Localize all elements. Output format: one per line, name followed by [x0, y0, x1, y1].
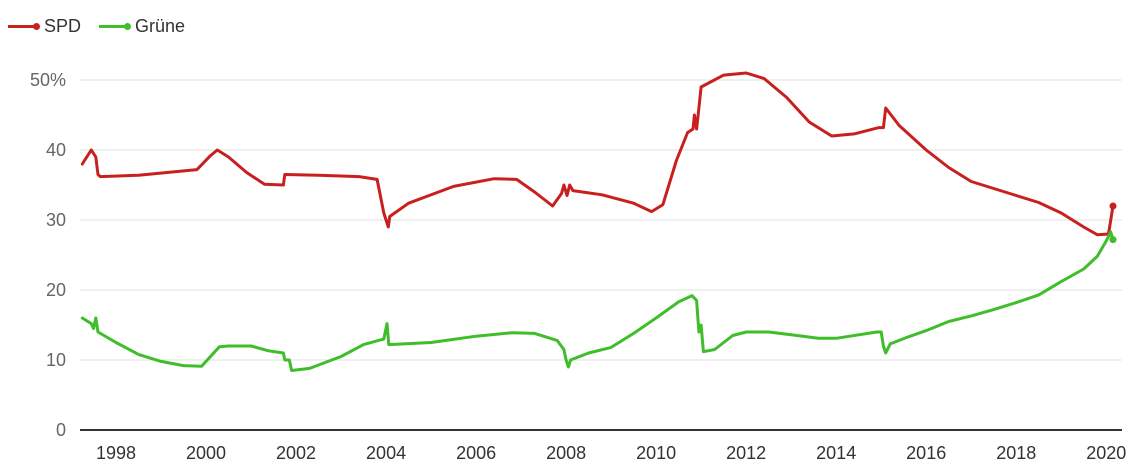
legend-swatch-spd	[8, 22, 40, 30]
x-tick-label: 1998	[96, 443, 136, 463]
legend-item-gruene[interactable]: Grüne	[99, 16, 185, 37]
legend-swatch-gruene	[99, 22, 132, 30]
x-tick-label: 2014	[816, 443, 856, 463]
legend-label-gruene: Grüne	[135, 15, 186, 36]
x-tick-label: 2016	[906, 443, 946, 463]
x-tick-label: 2018	[996, 443, 1036, 463]
series-line-gruene	[80, 230, 1115, 372]
series-endpoint-gruene[interactable]	[1109, 236, 1117, 244]
y-tick-label: 10	[46, 350, 66, 370]
y-tick-label: 0	[56, 420, 66, 440]
y-tick-label: 50%	[30, 70, 66, 90]
x-tick-label: 2010	[636, 443, 676, 463]
y-tick-label: 20	[46, 280, 66, 300]
y-tick-label: 40	[46, 140, 66, 160]
x-tick-label: 2006	[456, 443, 496, 463]
y-axis-tick-labels: 50% 40 30 20 10 0	[30, 70, 66, 440]
x-tick-label: 2000	[186, 443, 226, 463]
series-line-spd	[80, 71, 1115, 237]
legend-label-spd: SPD	[44, 15, 82, 36]
x-tick-label: 2008	[546, 443, 586, 463]
legend-item-spd[interactable]: SPD	[8, 16, 81, 37]
y-tick-label: 30	[46, 210, 66, 230]
series-endpoint-spd[interactable]	[1109, 202, 1117, 210]
chart-legend: SPD Grüne	[8, 14, 203, 38]
x-axis-tick-labels: 1998 2000 2002 2004 2006 2008 2010 2012 2014 2016…	[96, 443, 1126, 463]
x-tick-label: 2002	[276, 443, 316, 463]
x-tick-label: 2004	[366, 443, 406, 463]
x-tick-label: 2012	[726, 443, 766, 463]
gridlines	[80, 79, 1122, 361]
series-layer	[80, 71, 1117, 372]
x-tick-label: 2020	[1086, 443, 1126, 463]
